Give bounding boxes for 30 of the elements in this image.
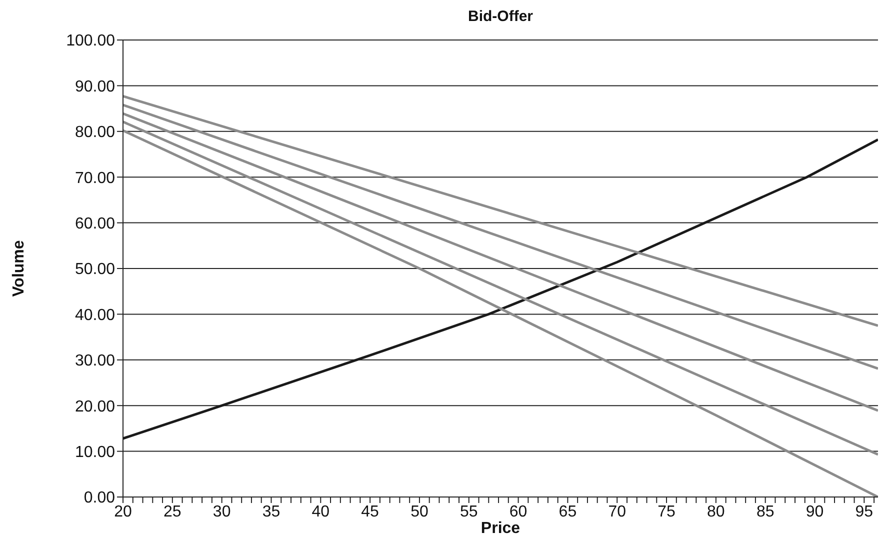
x-tick-label: 35 <box>262 503 280 520</box>
x-tick-label: 40 <box>312 503 330 520</box>
x-tick-label: 95 <box>855 503 874 520</box>
x-tick-label: 20 <box>114 503 132 520</box>
y-axis-title: Volume <box>10 240 28 297</box>
y-tick-label: 80.00 <box>74 124 116 142</box>
x-tick-label: 50 <box>410 503 428 520</box>
x-tick-label: 30 <box>212 503 231 520</box>
x-tick-label: 70 <box>608 503 626 520</box>
y-tick-label: 60.00 <box>74 215 116 232</box>
y-tick-label: 20.00 <box>74 398 116 416</box>
y-tick-label: 0.00 <box>84 490 116 507</box>
y-tick-label: 50.00 <box>74 261 116 278</box>
x-tick-label: 65 <box>558 503 577 520</box>
x-tick-label: 75 <box>658 503 676 520</box>
x-axis-title: Price <box>480 520 520 537</box>
y-tick-label: 70.00 <box>74 170 116 187</box>
x-tick-label: 60 <box>509 503 528 520</box>
x-tick-label: 85 <box>756 503 774 520</box>
chart-title: Bid-Offer <box>467 8 534 25</box>
x-tick-label: 45 <box>361 503 380 520</box>
x-tick-label: 55 <box>460 503 478 520</box>
y-tick-label: 30.00 <box>74 352 116 370</box>
y-tick-label: 100.00 <box>66 32 116 50</box>
y-tick-label: 40.00 <box>74 306 116 324</box>
y-tick-label: 90.00 <box>74 78 116 96</box>
x-tick-label: 90 <box>806 503 824 520</box>
y-tick-label: 10.00 <box>74 444 116 461</box>
x-tick-label: 25 <box>164 503 182 520</box>
x-tick-label: 80 <box>707 503 725 520</box>
